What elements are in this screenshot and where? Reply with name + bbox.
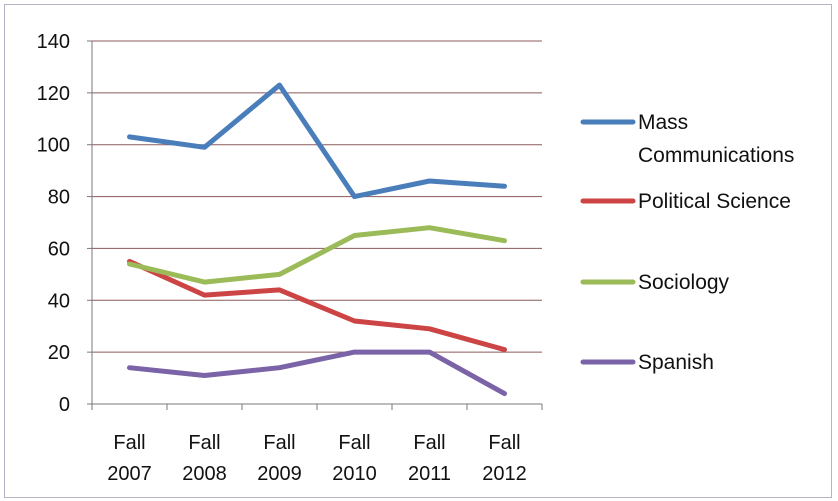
chart-frame [4,4,832,498]
y-tick-label: 140 [37,31,70,53]
series-lines [127,82,507,397]
legend-label: Spanish [638,351,714,374]
x-tick-label-line: Fall [113,432,145,454]
y-tick-label: 60 [48,238,70,260]
y-tick-label: 80 [48,187,70,209]
x-tick-label-line: Fall [263,432,295,454]
legend-label-line: Spanish [638,351,714,374]
legend-label-line: Sociology [638,271,730,294]
y-tick-label: 0 [59,394,70,416]
x-tick-label-line: Fall [413,432,445,454]
x-tick-label-line: Fall [488,432,520,454]
legend-label: Political Science [638,190,791,213]
x-tick-label-line: 2007 [107,463,152,485]
legend-label-line: Communications [638,144,794,167]
x-tick-label: Fall 2012 [482,432,527,485]
legend-label: Sociology [638,271,730,294]
legend-label-line: Mass [638,111,688,134]
legend-label-line: Political Science [638,190,791,213]
y-tick-label: 120 [37,83,70,105]
x-tick-label-line: 2011 [408,463,451,485]
x-tick-label-line: 2012 [482,463,527,485]
x-tick-label: Fall 2007 [107,432,152,485]
legend: Mass Communications Political Science Socio… [580,111,794,374]
y-tick-label: 100 [37,135,70,157]
x-axis-tick-labels: Fall 2007 Fall 2008 Fall 2009 Fall 2010 Fall 2011… [107,432,527,485]
x-tick-label-line: Fall [338,432,370,454]
x-tick-label: Fall 2010 [332,432,377,485]
x-tick-label-line: Fall [188,432,220,454]
x-tick-label: Fall 2009 [257,432,302,485]
series-line [127,82,507,200]
x-tick-label-line: 2009 [257,463,302,485]
legend-label: Mass Communications [638,111,794,167]
y-tick-label: 20 [48,342,70,364]
series-line [127,258,507,353]
y-axis-tick-labels: 0 20 40 60 80 100 120 140 [37,31,70,416]
x-tick-label-line: 2008 [182,463,227,485]
y-tick-label: 40 [48,290,70,312]
x-tick-label: Fall 2008 [182,432,227,485]
axes [87,40,543,410]
x-tick-label: Fall 2011 [408,432,451,485]
x-tick-label-line: 2010 [332,463,377,485]
series-line [127,349,507,397]
series-line [127,225,507,285]
